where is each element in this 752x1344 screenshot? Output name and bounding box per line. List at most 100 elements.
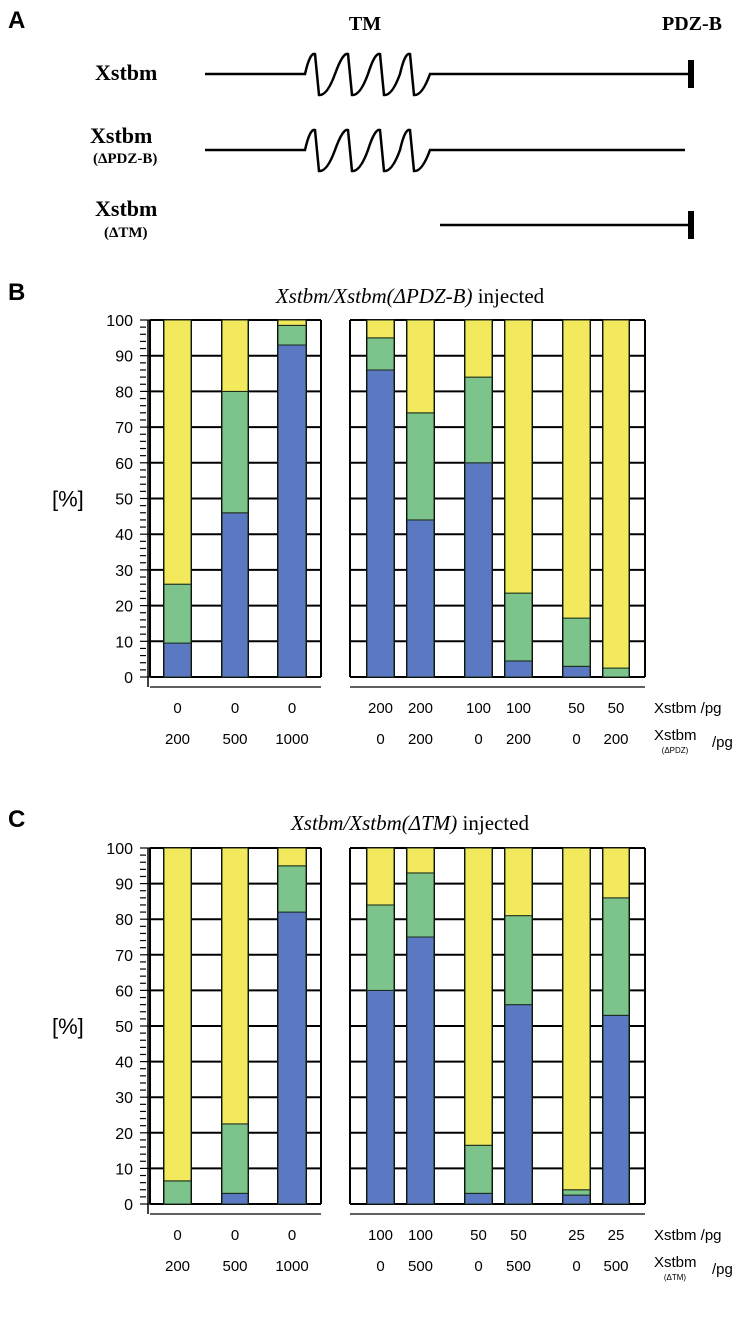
panel-a: A TM PDZ-B Xstbm Xstbm (ΔPDZ-B) Xstbm (Δ… [8, 7, 722, 241]
bar-segment-green [602, 897, 630, 1016]
bar-segment-yellow [464, 319, 493, 378]
bar-segment-blue [464, 1192, 493, 1205]
x-tick-label-mutant: 0 [474, 1258, 482, 1275]
bar-segment-yellow [504, 319, 533, 594]
x-tick-label-mutant: 0 [572, 1258, 580, 1275]
x-tick-label-xstbm: 0 [288, 1227, 296, 1244]
x-tick-label-xstbm: 50 [568, 700, 585, 717]
chart-title: Xstbm/Xstbm(ΔTM) injected [290, 811, 530, 835]
bar-segment-green [406, 412, 435, 521]
bar-segment-blue [277, 344, 307, 678]
construct-2-line [205, 128, 685, 173]
bar-segment-yellow [504, 847, 533, 917]
bar-segment-blue [406, 519, 435, 678]
y-tick-label: 50 [115, 1019, 133, 1036]
bar-segment-green [277, 865, 307, 913]
row2-label-unit: /pg [712, 1261, 733, 1278]
y-tick-label: 40 [115, 1055, 133, 1072]
y-tick-label: 90 [115, 349, 133, 366]
bar-segment-green [277, 324, 307, 346]
y-axis-label: [%] [52, 1014, 84, 1039]
row2-label-sub: (ΔPDZ) [662, 746, 689, 755]
y-tick-label: 100 [106, 841, 133, 858]
bar-segment-yellow [163, 319, 192, 585]
x-tick-label-mutant: 500 [222, 731, 247, 748]
x-tick-label-xstbm: 0 [231, 700, 239, 717]
x-tick-label-mutant: 500 [506, 1258, 531, 1275]
x-tick-label-xstbm: 200 [408, 700, 433, 717]
pdz-b-label: PDZ-B [662, 13, 722, 35]
bar-segment-yellow [366, 847, 395, 906]
bar-segment-blue [562, 665, 591, 678]
x-tick-label-xstbm: 25 [568, 1227, 585, 1244]
x-tick-label-mutant: 1000 [275, 1258, 308, 1275]
x-tick-label-xstbm: 100 [506, 700, 531, 717]
x-tick-label-xstbm: 0 [288, 700, 296, 717]
tm-label: TM [349, 13, 381, 35]
chart-b: B Xstbm/Xstbm(ΔPDZ-B) injected [%] 0 10 20 30 4… [8, 279, 733, 755]
bar-segment-green [366, 904, 395, 991]
y-tick-label: 0 [124, 670, 133, 687]
x-tick-label-xstbm: 50 [608, 700, 625, 717]
bar-segment-green [406, 872, 435, 938]
y-tick-label: 80 [115, 912, 133, 929]
x-tick-label-mutant: 1000 [275, 731, 308, 748]
y-tick-label: 90 [115, 877, 133, 894]
x-tick-label-xstbm: 0 [231, 1227, 239, 1244]
bar-segment-yellow [277, 847, 307, 867]
y-tick-label: 80 [115, 384, 133, 401]
chart-title-rest: injected [457, 811, 529, 835]
bar-segment-green [366, 337, 395, 371]
bar-segment-green [602, 667, 630, 678]
bar-segment-yellow [602, 847, 630, 899]
x-tick-label-mutant: 200 [165, 731, 190, 748]
bar-segment-blue [366, 369, 395, 678]
bar-segment-yellow [221, 847, 249, 1125]
panel-label: C [8, 806, 25, 833]
x-tick-label-mutant: 200 [408, 731, 433, 748]
bar-segment-yellow [221, 319, 249, 392]
bar-segment-yellow [366, 319, 395, 339]
construct-2-sub: (ΔPDZ-B) [93, 151, 157, 167]
bar-segment-blue [221, 1192, 249, 1205]
x-tick-label-xstbm: 25 [608, 1227, 625, 1244]
bar-segment-green [464, 1144, 493, 1194]
bar-segment-yellow [464, 847, 493, 1146]
construct-1-name: Xstbm [95, 60, 157, 85]
bar-segment-yellow [406, 847, 435, 874]
x-tick-label-mutant: 500 [603, 1258, 628, 1275]
construct-3-sub: (ΔTM) [104, 225, 148, 241]
chart-title-rest: injected [472, 284, 544, 308]
bar-segment-green [504, 592, 533, 662]
x-tick-label-mutant: 200 [506, 731, 531, 748]
y-tick-label: 10 [115, 1161, 133, 1178]
y-tick-label: 100 [106, 313, 133, 330]
bar-segment-yellow [602, 319, 630, 669]
bar-segment-green [163, 1180, 192, 1205]
x-tick-label-xstbm: 0 [173, 700, 181, 717]
bar-segment-yellow [562, 319, 591, 619]
row2-label-main: Xstbm [654, 1254, 697, 1271]
bar-segment-blue [504, 660, 533, 678]
y-tick-label: 70 [115, 948, 133, 965]
bar-segment-green [504, 915, 533, 1006]
bar-segment-green [221, 1123, 249, 1194]
bar-segment-blue [277, 911, 307, 1205]
y-tick-label: 70 [115, 420, 133, 437]
x-tick-label-xstbm: 100 [466, 700, 491, 717]
y-tick-label: 20 [115, 1126, 133, 1143]
bar-segment-blue [366, 989, 395, 1205]
x-tick-label-mutant: 200 [165, 1258, 190, 1275]
y-tick-label: 30 [115, 1090, 133, 1107]
bar-segment-green [221, 390, 249, 514]
y-tick-label: 50 [115, 492, 133, 509]
x-tick-label-xstbm: 100 [408, 1227, 433, 1244]
bar-segment-blue [562, 1194, 591, 1205]
x-tick-label-xstbm: 100 [368, 1227, 393, 1244]
chart-title-italic: Xstbm/Xstbm(ΔTM) [290, 811, 457, 835]
row2-label-main: Xstbm [654, 727, 697, 744]
x-tick-label-xstbm: 50 [470, 1227, 487, 1244]
x-tick-label-mutant: 500 [222, 1258, 247, 1275]
x-tick-label-mutant: 200 [603, 731, 628, 748]
